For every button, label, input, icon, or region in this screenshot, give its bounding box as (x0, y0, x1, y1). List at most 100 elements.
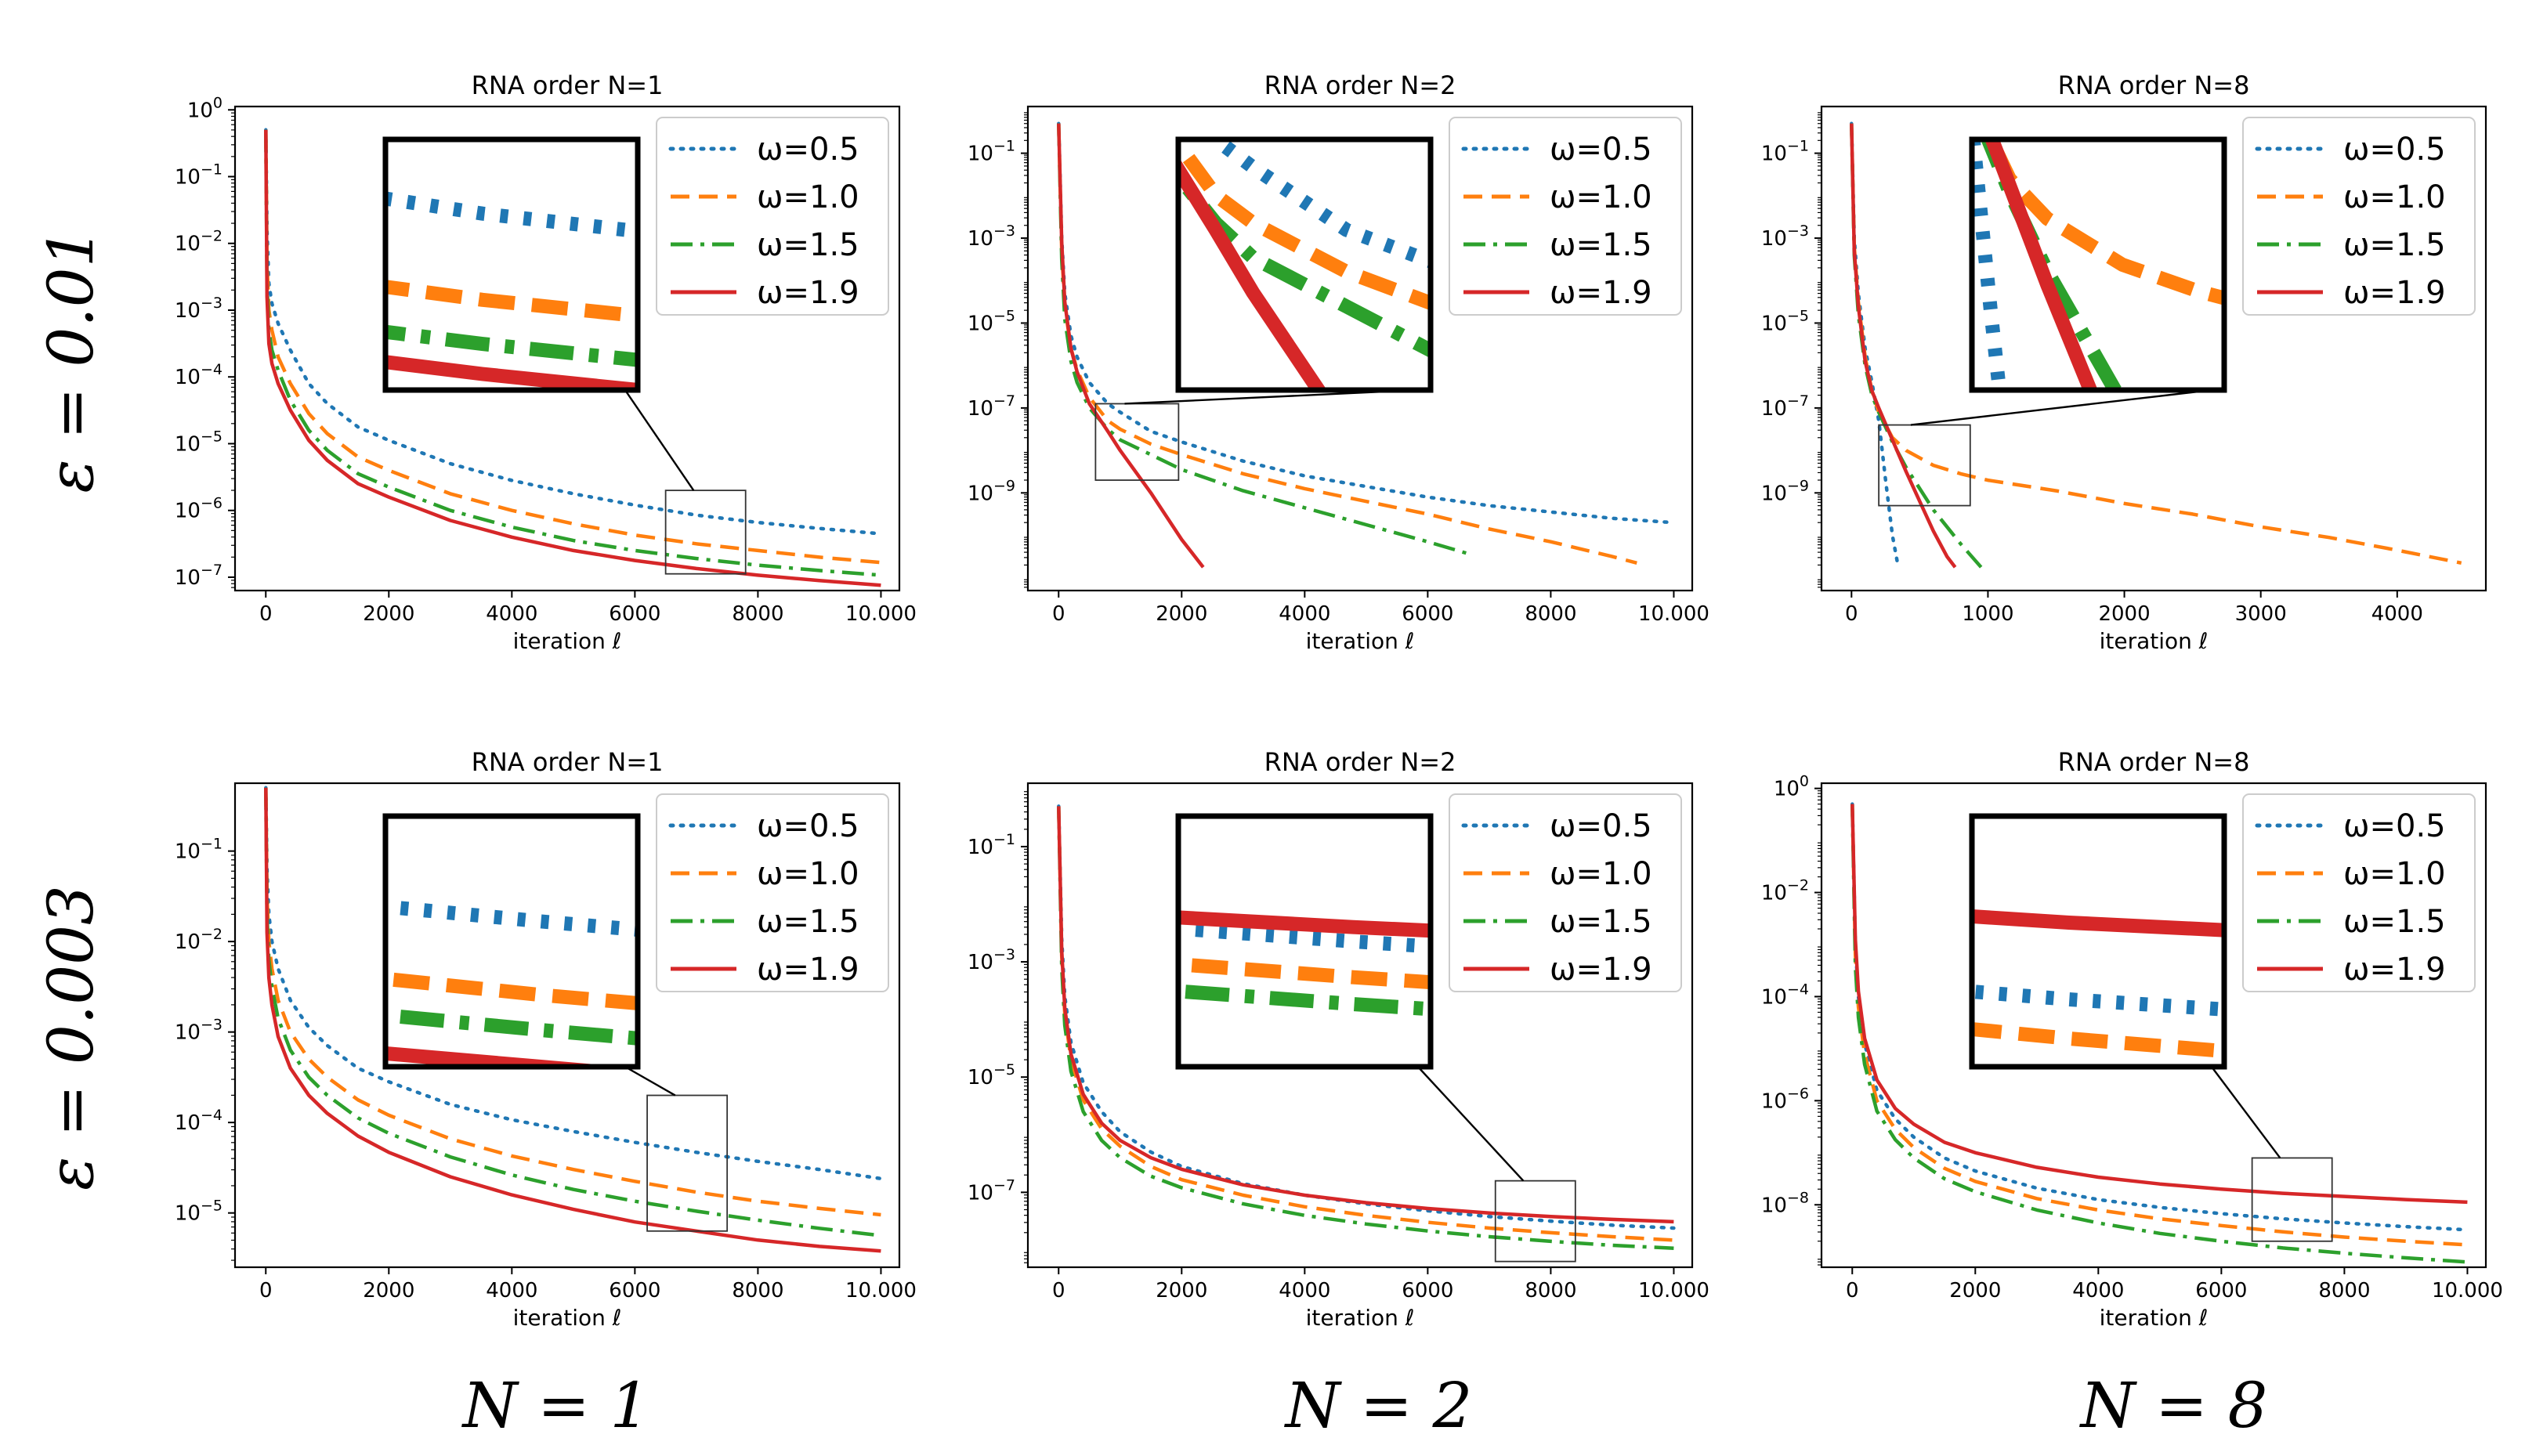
series-group (1850, 802, 2469, 1264)
y-tick-label: 10−4 (175, 1107, 222, 1135)
x-tick-label: 0 (1052, 1279, 1065, 1302)
y-tick-label: 10−2 (1761, 877, 1809, 905)
x-tick-label: 0 (1052, 602, 1065, 626)
x-axis-label: iteration ℓ (2100, 628, 2209, 654)
legend-label-w1.5: ω=1.5 (757, 904, 859, 940)
zoom-region-box (664, 490, 747, 575)
legend-box (656, 793, 889, 992)
panel-eps0.003-n2: RNA order N=2 iteration ℓ 0 2000 4000 6000 8… (968, 747, 1709, 1331)
legend-label-w1.5: ω=1.5 (2343, 904, 2446, 940)
x-tick-label: 2000 (363, 1279, 414, 1302)
x-tick-label: 10.000 (2432, 1279, 2503, 1302)
x-axis-label: iteration ℓ (513, 628, 622, 654)
series-line-w1.0 (1850, 804, 2468, 1247)
y-tick-label: 10−5 (968, 307, 1015, 335)
x-tick-label: 10.000 (1638, 602, 1709, 626)
inset-background (1178, 139, 1431, 390)
legend-label-w1.9: ω=1.9 (1550, 275, 1652, 311)
x-tick-label: 2000 (363, 602, 414, 626)
inset-line-w1.0 (1972, 1021, 2224, 1059)
legend-box (2242, 117, 2476, 316)
zoom-region-box (646, 1094, 729, 1232)
inset-line-w1.0 (1178, 957, 1431, 990)
axes-frame (233, 782, 901, 1269)
inset-series-group (385, 899, 638, 1067)
zoom-region-box (2251, 1157, 2333, 1242)
zoom-connector-line (624, 389, 695, 491)
y-tick-label: 10−3 (1761, 222, 1809, 251)
legend-label-w1.5: ω=1.5 (1550, 904, 1652, 940)
inset-frame (1175, 813, 1434, 1070)
panel-title: RNA order N=2 (1264, 70, 1456, 100)
zoom-connector-line (1910, 388, 2212, 426)
legend-label-w1.0: ω=1.0 (757, 856, 859, 892)
series-line-w0.5 (1057, 804, 1676, 1230)
x-tick-label: 4000 (2072, 1279, 2124, 1302)
panel-title: RNA order N=8 (2058, 70, 2250, 100)
y-tick-label: 10−6 (175, 495, 222, 523)
panel-eps0.01-n8: RNA order N=8 iteration ℓ 0 1000 2000 3000 4… (1761, 70, 2487, 654)
legend-label-w1.0: ω=1.0 (2343, 856, 2446, 892)
inset-frame (382, 136, 641, 393)
series-line-w0.5 (264, 786, 883, 1181)
x-tick-label: 3000 (2235, 602, 2287, 626)
legend-label-w0.5: ω=0.5 (2343, 808, 2446, 844)
series-line-w1.9 (264, 129, 881, 587)
x-tick-label: 4000 (1279, 1279, 1330, 1302)
legend-label-w0.5: ω=0.5 (2343, 132, 2446, 168)
panel-title: RNA order N=1 (472, 747, 664, 777)
y-tick-label: 10−5 (968, 1061, 1015, 1089)
x-tick-label: 2000 (1156, 602, 1207, 626)
column-label-n1: N = 1 (461, 1369, 650, 1442)
y-tick-label: 10−4 (1761, 981, 1809, 1009)
legend-box (1449, 117, 1682, 316)
series-line-w1.9 (1057, 123, 1205, 569)
inset-series-group (1972, 139, 2224, 390)
series-line-w1.5 (1057, 806, 1674, 1250)
x-tick-label: 8000 (732, 602, 783, 626)
inset-line-w1.0 (1983, 139, 2224, 305)
inset-line-w1.0 (1178, 139, 1431, 311)
row-label-eps-0.003: ε = 0.003 (34, 885, 107, 1190)
series-line-w1.0 (264, 129, 881, 565)
y-tick-label: 10−7 (1761, 392, 1809, 421)
inset-line-w1.0 (385, 971, 638, 1010)
legend-label-w0.5: ω=0.5 (1550, 808, 1652, 844)
series-group (1850, 121, 2462, 569)
zoom-connector-line (2210, 1066, 2281, 1159)
inset-frame (382, 813, 641, 1070)
legend-box (656, 117, 889, 316)
series-line-w1.5 (264, 129, 881, 577)
series-line-w1.5 (1057, 123, 1471, 557)
x-tick-label: 0 (1846, 1279, 1859, 1302)
x-axis-label: iteration ℓ (2100, 1305, 2209, 1331)
x-tick-label: 8000 (1525, 602, 1576, 626)
y-tick-label: 10−6 (1761, 1085, 1809, 1113)
series-line-w1.9 (1850, 804, 2468, 1205)
series-line-w1.9 (1850, 123, 1957, 569)
legend-label-w1.0: ω=1.0 (757, 179, 859, 215)
legend-label-w1.9: ω=1.9 (2343, 275, 2446, 311)
y-tick-label: 10−3 (968, 946, 1015, 974)
legend-label-w1.9: ω=1.9 (757, 275, 859, 311)
axes-frame (233, 105, 901, 592)
inset-background (1178, 816, 1431, 1067)
legend-label-w1.5: ω=1.5 (2343, 227, 2446, 263)
y-tick-label: 10−7 (175, 562, 222, 590)
y-tick-label: 10−4 (175, 361, 222, 389)
legend-label-w1.5: ω=1.5 (757, 227, 859, 263)
inset-series-group (1972, 909, 2224, 1059)
x-tick-label: 8000 (2318, 1279, 2370, 1302)
y-tick-label: 10−1 (968, 831, 1015, 859)
x-tick-label: 10.000 (845, 602, 917, 626)
panel-eps0.01-n2: RNA order N=2 iteration ℓ 0 2000 4000 6000 8… (968, 70, 1709, 654)
legend-label-w1.9: ω=1.9 (2343, 952, 2446, 988)
x-tick-label: 10.000 (845, 1279, 917, 1302)
y-tick-label: 10−7 (968, 1176, 1015, 1205)
inset-line-w1.5 (1178, 984, 1431, 1017)
legend-label-w1.9: ω=1.9 (1550, 952, 1652, 988)
zoom-connector-line (1417, 1066, 1525, 1182)
series-group (264, 786, 883, 1253)
series-group (1057, 804, 1676, 1250)
